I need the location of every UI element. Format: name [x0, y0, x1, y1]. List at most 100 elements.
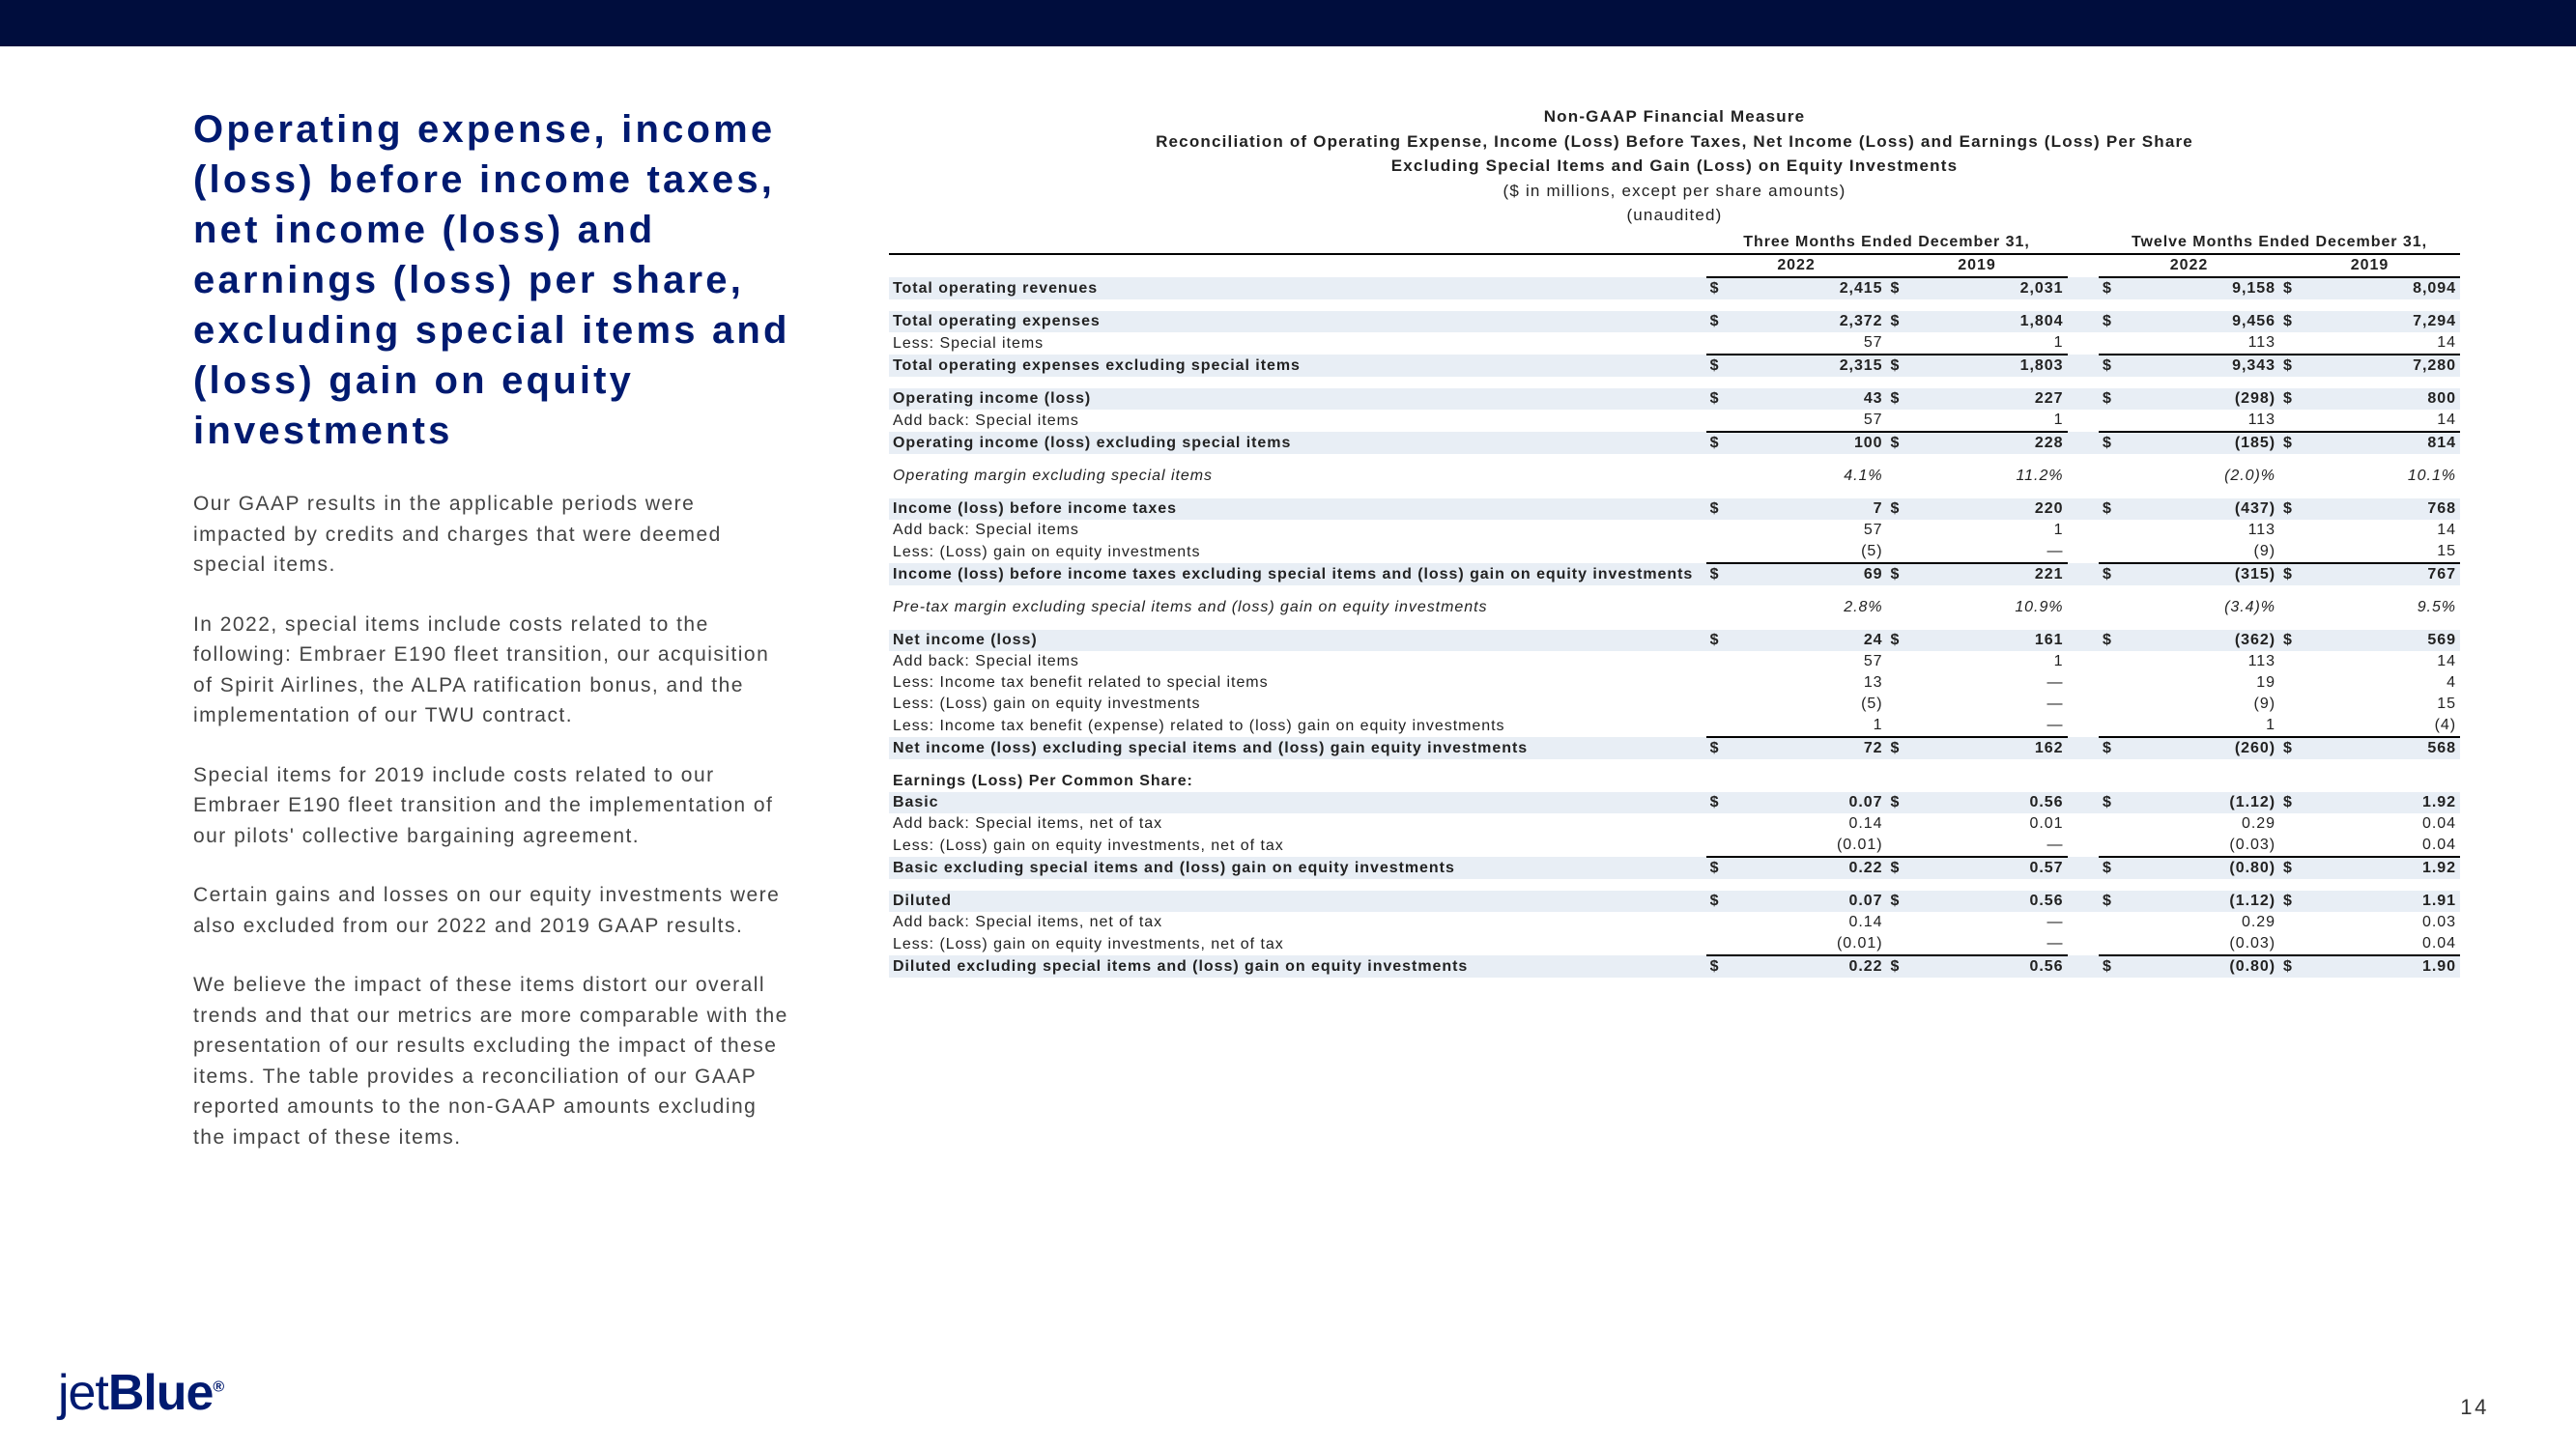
row-value: 15	[2303, 694, 2460, 715]
year-header-2: 2019	[1887, 254, 2068, 277]
row-value: 1	[1910, 332, 2068, 355]
row-value: (362)	[2122, 630, 2279, 651]
currency-symbol	[2099, 835, 2122, 857]
row-value: 113	[2122, 651, 2279, 672]
table-header-l3: Excluding Special Items and Gain (Loss) …	[889, 154, 2460, 179]
currency-symbol	[1887, 541, 1910, 563]
table-header-block: Non-GAAP Financial Measure Reconciliatio…	[889, 104, 2460, 228]
table-row: Net income (loss)$24$161$(362)$569	[889, 630, 2460, 651]
row-value: 57	[1730, 651, 1887, 672]
currency-symbol: $	[2099, 955, 2122, 978]
row-value: 24	[1730, 630, 1887, 651]
table-row: Operating income (loss) excluding specia…	[889, 432, 2460, 454]
row-value: 1	[1910, 410, 2068, 432]
row-value: —	[1910, 912, 2068, 933]
currency-symbol: $	[2099, 388, 2122, 410]
row-value: (2.0)%	[2122, 466, 2279, 487]
row-value: 569	[2303, 630, 2460, 651]
body-paragraph: We believe the impact of these items dis…	[193, 970, 792, 1152]
table-row: Pre-tax margin excluding special items a…	[889, 597, 2460, 618]
row-value: 2,415	[1730, 277, 1887, 299]
row-value	[2122, 771, 2279, 792]
left-column: Operating expense, income (loss) before …	[193, 104, 792, 1181]
currency-symbol	[2279, 715, 2303, 737]
table-row	[889, 585, 2460, 597]
table-row: Add back: Special items57111314	[889, 651, 2460, 672]
row-value: 7,294	[2303, 311, 2460, 332]
financial-table: Three Months Ended December 31, Twelve M…	[889, 232, 2460, 978]
row-value: 57	[1730, 410, 1887, 432]
row-value: 72	[1730, 737, 1887, 759]
row-value: 0.57	[1910, 857, 2068, 879]
currency-symbol: $	[2099, 498, 2122, 520]
table-row	[889, 454, 2460, 466]
row-value: 0.22	[1730, 955, 1887, 978]
currency-symbol	[2099, 541, 2122, 563]
currency-symbol: $	[1706, 891, 1730, 912]
row-value: 1	[1730, 715, 1887, 737]
row-value: 2,372	[1730, 311, 1887, 332]
year-header-1: 2022	[1706, 254, 1887, 277]
row-value: 1.90	[2303, 955, 2460, 978]
row-value: 220	[1910, 498, 2068, 520]
row-value: 7	[1730, 498, 1887, 520]
currency-symbol: $	[1887, 277, 1910, 299]
row-value: 0.56	[1910, 891, 2068, 912]
row-value: 57	[1730, 332, 1887, 355]
row-value: 768	[2303, 498, 2460, 520]
currency-symbol	[2279, 520, 2303, 541]
currency-symbol	[2099, 520, 2122, 541]
row-label: Diluted	[889, 891, 1706, 912]
row-value: (0.01)	[1730, 835, 1887, 857]
currency-symbol	[1706, 813, 1730, 835]
row-value: 568	[2303, 737, 2460, 759]
table-row: Diluted excluding special items and (los…	[889, 955, 2460, 978]
currency-symbol	[2279, 651, 2303, 672]
row-label: Income (loss) before income taxes	[889, 498, 1706, 520]
row-value: 0.29	[2122, 912, 2279, 933]
currency-symbol: $	[2099, 630, 2122, 651]
row-label: Add back: Special items	[889, 410, 1706, 432]
currency-symbol: $	[1706, 432, 1730, 454]
row-label: Less: Income tax benefit (expense) relat…	[889, 715, 1706, 737]
currency-symbol: $	[2279, 388, 2303, 410]
header-bar	[0, 0, 2576, 46]
currency-symbol	[1887, 332, 1910, 355]
row-value: 221	[1910, 563, 2068, 585]
table-row: Operating income (loss)$43$227$(298)$800	[889, 388, 2460, 410]
row-value: (185)	[2122, 432, 2279, 454]
row-value: 43	[1730, 388, 1887, 410]
table-header-l2: Reconciliation of Operating Expense, Inc…	[889, 129, 2460, 155]
row-value: 162	[1910, 737, 2068, 759]
row-value: (298)	[2122, 388, 2279, 410]
currency-symbol: $	[1887, 563, 1910, 585]
currency-symbol: $	[1887, 355, 1910, 377]
row-value: 0.22	[1730, 857, 1887, 879]
row-value: 100	[1730, 432, 1887, 454]
logo-blue: Blue	[108, 1365, 214, 1421]
currency-symbol: $	[2099, 311, 2122, 332]
row-value: 9,343	[2122, 355, 2279, 377]
row-value: 0.14	[1730, 813, 1887, 835]
row-value: 0.04	[2303, 835, 2460, 857]
currency-symbol: $	[1706, 792, 1730, 813]
currency-symbol: $	[2279, 277, 2303, 299]
content-area: Operating expense, income (loss) before …	[0, 46, 2576, 1181]
row-value: 0.07	[1730, 891, 1887, 912]
row-label: Less: (Loss) gain on equity investments	[889, 694, 1706, 715]
currency-symbol: $	[2099, 891, 2122, 912]
row-label: Pre-tax margin excluding special items a…	[889, 597, 1706, 618]
row-value: 0.14	[1730, 912, 1887, 933]
currency-symbol: $	[2099, 792, 2122, 813]
year-header-4: 2019	[2279, 254, 2460, 277]
currency-symbol	[1887, 912, 1910, 933]
row-value: 1	[1910, 651, 2068, 672]
table-row: Income (loss) before income taxes exclud…	[889, 563, 2460, 585]
row-value: (0.03)	[2122, 933, 2279, 955]
row-label: Less: (Loss) gain on equity investments	[889, 541, 1706, 563]
row-value: (5)	[1730, 541, 1887, 563]
currency-symbol: $	[1887, 857, 1910, 879]
currency-symbol	[1706, 672, 1730, 694]
table-row	[889, 879, 2460, 891]
row-value: 228	[1910, 432, 2068, 454]
